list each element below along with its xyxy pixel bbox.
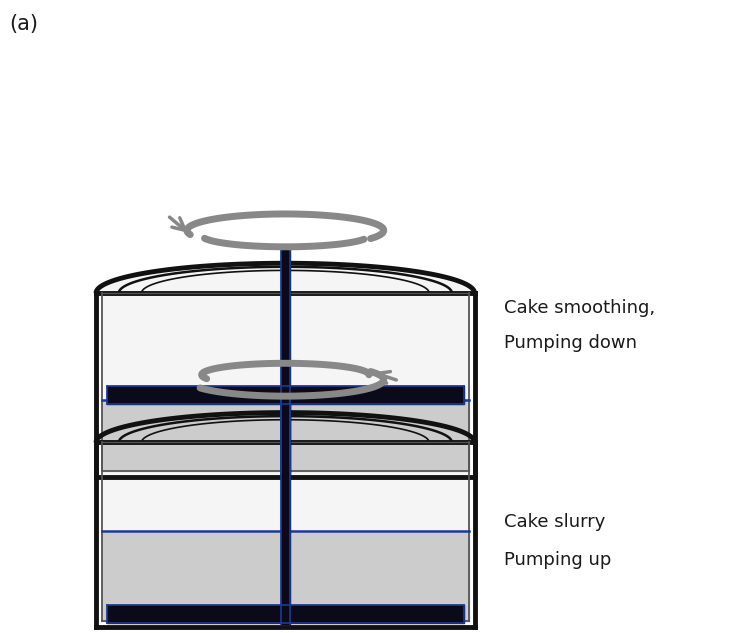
Text: Cake slurry: Cake slurry — [505, 513, 606, 531]
Polygon shape — [96, 413, 475, 442]
Text: Pumping up: Pumping up — [505, 551, 612, 569]
Polygon shape — [96, 263, 475, 293]
Text: Cake smoothing,: Cake smoothing, — [505, 299, 655, 317]
Text: Pumping down: Pumping down — [505, 334, 638, 352]
Text: (a): (a) — [10, 15, 38, 34]
